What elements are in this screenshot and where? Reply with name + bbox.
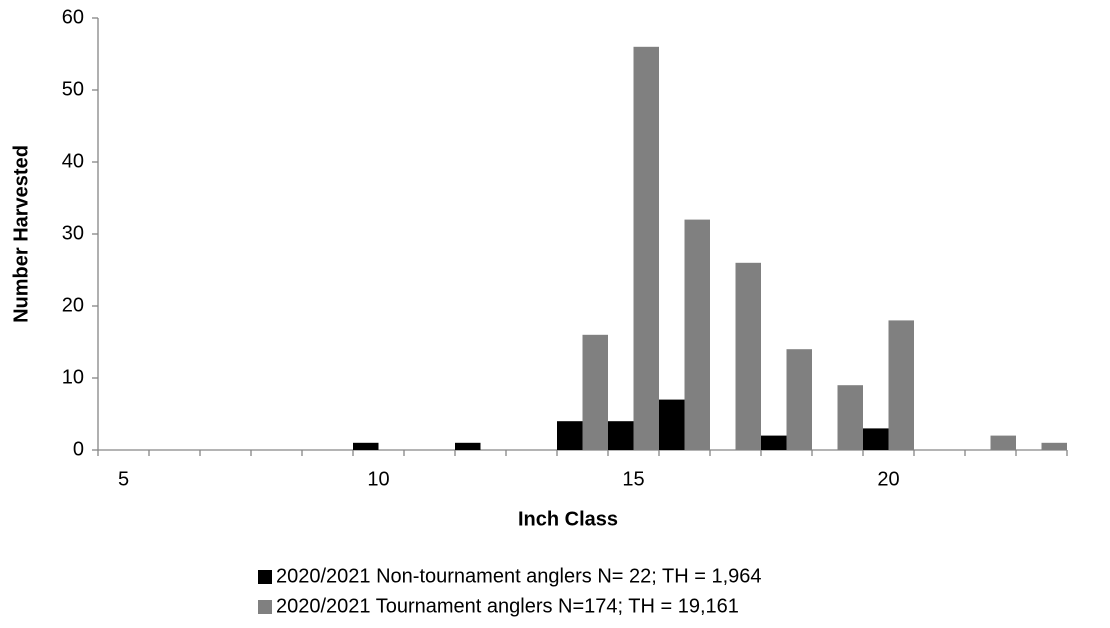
bar bbox=[837, 385, 863, 450]
bar bbox=[761, 435, 787, 450]
x-tick-label: 10 bbox=[367, 468, 389, 490]
bar bbox=[608, 421, 634, 450]
x-tick-label: 20 bbox=[877, 468, 899, 490]
legend-label: 2020/2021 Tournament anglers N=174; TH =… bbox=[276, 595, 739, 617]
bar bbox=[455, 442, 481, 450]
y-tick-label: 0 bbox=[73, 438, 84, 460]
bar bbox=[633, 46, 659, 451]
y-tick-label: 10 bbox=[62, 366, 84, 388]
bar bbox=[786, 349, 812, 450]
bar bbox=[582, 334, 608, 450]
bar bbox=[1041, 442, 1067, 450]
bar bbox=[557, 421, 583, 450]
y-tick-label: 60 bbox=[62, 6, 84, 28]
bar bbox=[990, 435, 1016, 450]
x-axis-title: Inch Class bbox=[518, 508, 618, 530]
x-tick-label: 5 bbox=[118, 468, 129, 490]
bar bbox=[863, 428, 889, 450]
y-tick-label: 40 bbox=[62, 150, 84, 172]
legend-swatch bbox=[258, 600, 272, 614]
bar bbox=[353, 442, 379, 450]
bar bbox=[888, 320, 914, 450]
y-axis-title: Number Harvested bbox=[10, 145, 32, 323]
bar bbox=[659, 399, 685, 450]
legend-swatch bbox=[258, 570, 272, 584]
y-tick-label: 30 bbox=[62, 222, 84, 244]
legend-label: 2020/2021 Non-tournament anglers N= 22; … bbox=[276, 565, 762, 587]
y-tick-label: 50 bbox=[62, 78, 84, 100]
y-tick-label: 20 bbox=[62, 294, 84, 316]
bar bbox=[735, 262, 761, 450]
x-tick-label: 15 bbox=[622, 468, 644, 490]
bar bbox=[684, 219, 710, 450]
